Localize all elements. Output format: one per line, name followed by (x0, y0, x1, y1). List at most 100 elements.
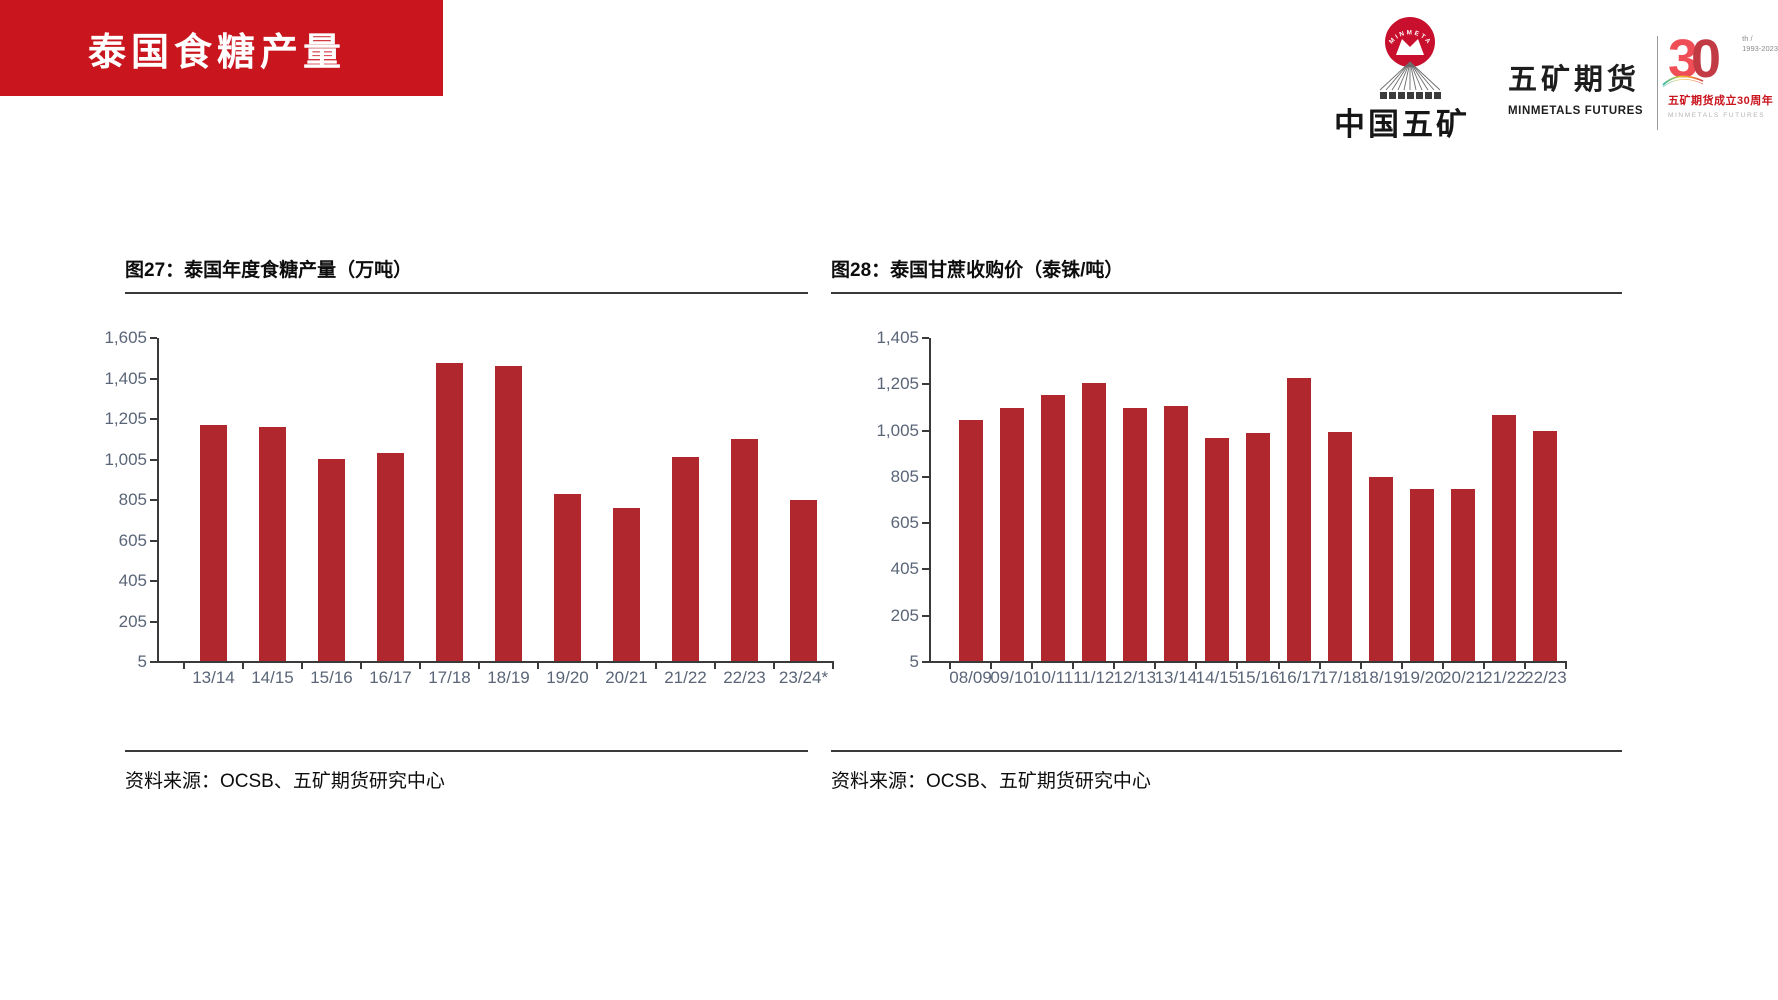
brand-wordmark: 五矿期货 MINMETALS FUTURES (1508, 56, 1643, 117)
x-tick (1565, 661, 1567, 669)
bar (436, 363, 463, 661)
y-tick-label: 1,605 (104, 328, 147, 347)
bar (495, 366, 522, 661)
x-tick-label: 19/20 (1400, 668, 1444, 687)
brand-name-en: MINMETALS FUTURES (1508, 105, 1644, 117)
x-tick-label: 17/18 (1318, 668, 1362, 687)
x-tick-label: 16/17 (369, 668, 412, 687)
y-tick-label: 1,205 (104, 409, 147, 428)
header-divider (1657, 36, 1658, 130)
x-tick (1031, 661, 1034, 669)
y-axis (157, 338, 159, 663)
x-tick-label: 16/17 (1277, 668, 1321, 687)
x-tick (1154, 661, 1157, 669)
bar (958, 420, 983, 661)
bar (318, 458, 345, 661)
minmetals-emblem-icon: MINMETALS (1369, 11, 1441, 99)
x-tick (596, 661, 598, 669)
bar (1369, 477, 1394, 661)
chart-title: 图27：泰国年度食糖产量（万吨） (125, 250, 808, 294)
y-tick-label: 405 (118, 571, 147, 590)
x-tick-label: 22/23 (1524, 668, 1567, 687)
source-note: 资料来源：OCSB、五矿期货研究中心 (125, 771, 445, 792)
y-tick-label: 605 (890, 513, 919, 533)
y-tick (150, 580, 157, 582)
bar (999, 407, 1024, 661)
source-note: 资料来源：OCSB、五矿期货研究中心 (831, 771, 1151, 792)
x-tick-label: 14/15 (1195, 668, 1239, 687)
x-tick-label: 17/18 (428, 668, 471, 687)
x-tick (655, 661, 657, 669)
x-tick (1113, 661, 1116, 669)
anniversary-30-logo: 30 th / 1993-2023 五矿期货成立30周年 MINMETALS F… (1662, 28, 1778, 119)
anniversary-years: th / 1993-2023 (1742, 34, 1778, 54)
y-tick (922, 429, 929, 432)
chart-title: 图28：泰国甘蔗收购价（泰铢/吨） (831, 250, 1622, 294)
bar (377, 453, 404, 661)
x-tick-label: 15/16 (310, 668, 353, 687)
y-tick-label: 405 (890, 559, 919, 579)
x-tick (832, 661, 834, 669)
bar (1492, 414, 1517, 661)
x-axis (157, 661, 833, 663)
x-tick-label: 21/22 (664, 668, 707, 687)
y-tick (922, 383, 929, 386)
x-tick-label: 22/23 (723, 668, 766, 687)
x-tick (773, 661, 775, 669)
x-tick (1523, 661, 1526, 669)
y-tick (150, 377, 157, 380)
x-axis (929, 661, 1566, 663)
x-tick (1441, 661, 1444, 669)
bar (731, 439, 758, 661)
chart-panel-sugar-production: 图27：泰国年度食糖产量（万吨） 1,605 1,405 1,205 1,005 805… (104, 250, 834, 793)
bar (1410, 488, 1435, 661)
x-tick-label: 18/19 (487, 668, 530, 687)
bar (1204, 437, 1229, 661)
y-tick-label: 805 (118, 490, 147, 509)
x-tick (1359, 661, 1362, 669)
y-tick-label: 1,405 (876, 328, 919, 347)
x-tick-label: 20/21 (605, 668, 648, 687)
x-tick (1400, 661, 1403, 669)
y-tick (150, 620, 157, 623)
bar (259, 427, 286, 661)
y-tick-label: 1,005 (876, 420, 919, 440)
x-tick (990, 661, 993, 669)
y-tick (150, 499, 157, 501)
y-tick-label: 5 (137, 652, 147, 671)
y-axis (929, 338, 931, 663)
company-name-cn: 中国五矿 (1334, 107, 1470, 142)
bar (613, 508, 640, 661)
y-tick-label: 5 (909, 652, 919, 671)
bar (1328, 431, 1353, 661)
x-tick (1195, 661, 1198, 669)
x-tick-label: 13/14 (192, 668, 235, 687)
y-tick (922, 568, 929, 571)
bar (1163, 406, 1188, 661)
x-tick-label: 12/13 (1113, 668, 1157, 687)
y-tick (922, 614, 929, 617)
x-tick (419, 661, 421, 669)
y-tick (922, 661, 929, 663)
x-tick (242, 661, 244, 669)
x-tick (301, 661, 303, 669)
x-tick-label: 11/12 (1073, 668, 1115, 687)
y-tick (150, 661, 157, 663)
x-tick-label: 13/14 (1154, 668, 1198, 687)
y-tick (922, 475, 929, 478)
minmetals-logo: MINMETALS (1369, 11, 1448, 107)
x-tick-label: 19/20 (546, 668, 589, 687)
x-tick-label: 20/21 (1442, 668, 1485, 687)
x-tick-label: 10/11 (1032, 668, 1074, 687)
chart-panel-cane-price: 图28：泰国甘蔗收购价（泰铢/吨） 1,405 1,205 1,005 805 605 4… (831, 250, 1622, 793)
y-tick-label: 205 (890, 605, 919, 625)
bar (1533, 430, 1558, 661)
x-tick (1072, 661, 1075, 669)
bar-chart-thailand-sugar-production: 1,605 1,405 1,205 1,005 805 605 405 205 5 13/14 14… (104, 294, 834, 714)
x-tick-label: 09/10 (990, 668, 1033, 687)
x-tick-label: 08/09 (949, 668, 992, 687)
x-tick (1236, 661, 1239, 669)
x-tick (1277, 661, 1280, 669)
bar (1246, 433, 1270, 661)
brand-name-cn: 五矿期货 (1508, 64, 1641, 96)
